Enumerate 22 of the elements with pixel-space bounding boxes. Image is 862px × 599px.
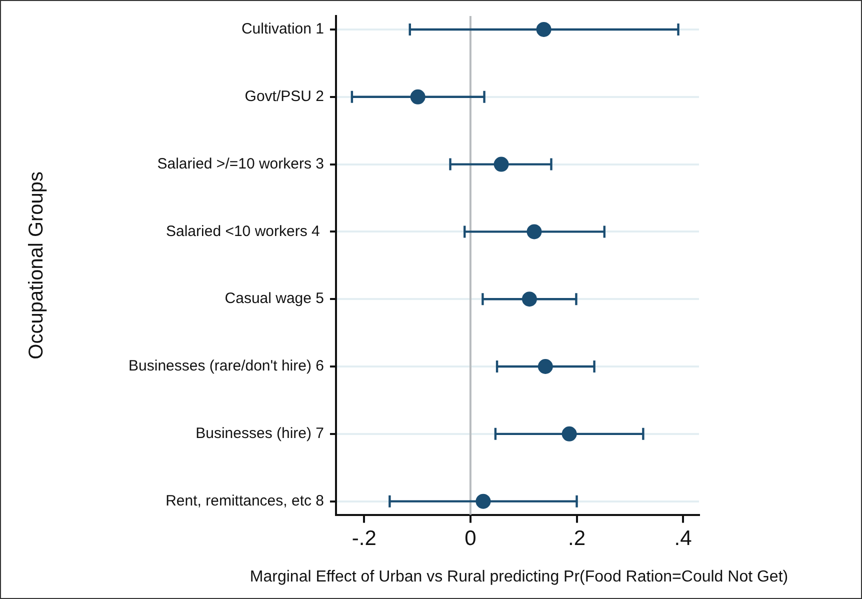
x-axis-title: Marginal Effect of Urban vs Rural predicting Pr(Food Ration=Could Not Get) bbox=[250, 568, 788, 586]
point bbox=[526, 224, 542, 240]
point bbox=[562, 426, 577, 442]
y-tick-label: Rent, remittances, etc 8 bbox=[166, 492, 324, 510]
y-tick-label: Govt/PSU 2 bbox=[244, 88, 324, 106]
y-tick-label: Casual wage 5 bbox=[224, 290, 324, 308]
y-tick-label: Cultivation 1 bbox=[241, 20, 324, 38]
point bbox=[536, 22, 552, 37]
point bbox=[522, 292, 537, 307]
point bbox=[410, 89, 426, 104]
point bbox=[538, 359, 553, 374]
x-tick-label: 0 bbox=[464, 527, 476, 550]
point bbox=[494, 156, 509, 172]
x-tick-label: .4 bbox=[674, 527, 692, 550]
point bbox=[476, 494, 491, 509]
y-tick-label: Businesses (rare/don't hire) 6 bbox=[128, 358, 324, 375]
x-tick-label: -.2 bbox=[352, 527, 376, 550]
y-tick-label: Salaried <10 workers 4 bbox=[166, 222, 324, 240]
y-tick-label: Salaried >/=10 workers 3 bbox=[157, 155, 324, 172]
x-tick-label: .2 bbox=[568, 527, 586, 550]
y-axis-title: Occupational Groups bbox=[26, 171, 48, 360]
y-tick-label: Businesses (hire) 7 bbox=[196, 425, 324, 442]
